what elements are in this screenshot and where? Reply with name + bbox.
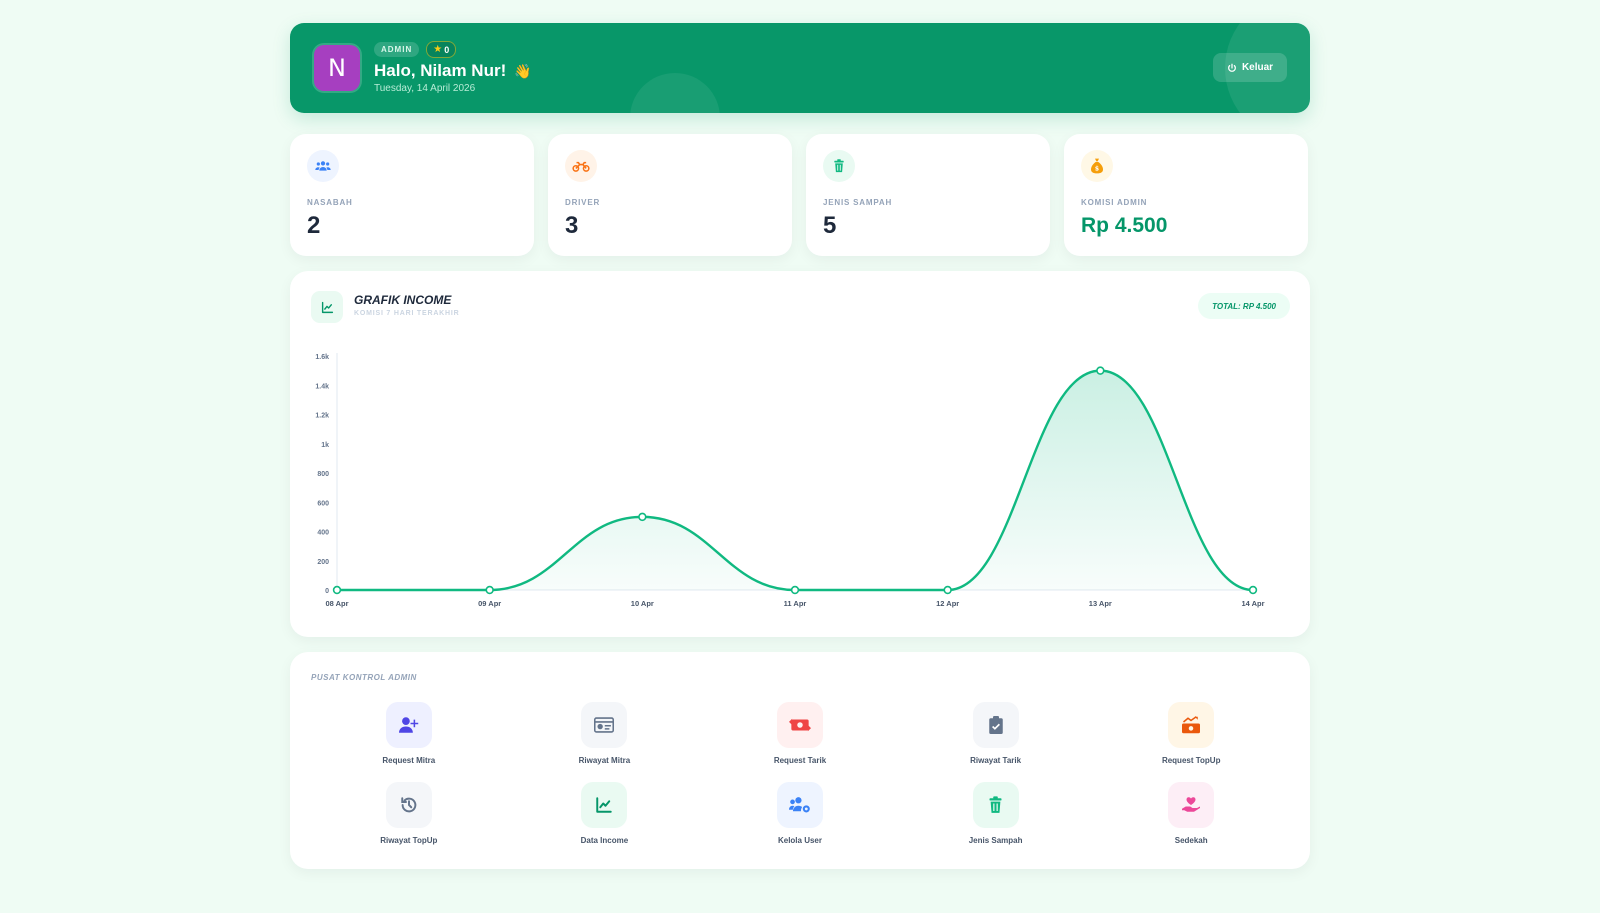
y-tick-label: 1.6k <box>315 354 329 361</box>
stat-label: NASABAH <box>307 198 353 207</box>
data-point <box>1248 585 1258 595</box>
stat-card-driver: DRIVER 3 <box>548 134 792 256</box>
menu-riwayat-tarik[interactable]: Riwayat Tarik <box>898 702 1094 765</box>
dashboard: N ADMIN ★ 0 Halo, Nilam Nur! 👋 Tuesday, … <box>290 23 1310 869</box>
history-icon <box>385 782 432 828</box>
money-growth-icon <box>1168 702 1215 748</box>
clipboard-check-icon <box>972 702 1019 748</box>
stat-value: Rp 4.500 <box>1081 214 1168 237</box>
y-tick-label: 800 <box>317 471 329 478</box>
admin-control-center: PUSAT KONTROL ADMIN Request Mitra Riwaya… <box>290 652 1310 869</box>
menu-request-topup[interactable]: Request TopUp <box>1093 702 1289 765</box>
data-point <box>1096 366 1105 375</box>
users-cog-icon <box>776 782 823 828</box>
menu-sedekah[interactable]: Sedekah <box>1093 782 1289 845</box>
role-badge: ADMIN <box>374 42 420 57</box>
star-count: 0 <box>444 44 450 55</box>
series-line <box>335 369 1255 592</box>
data-point <box>638 512 647 522</box>
stat-card-nasabah: NASABAH 2 <box>290 134 534 256</box>
avatar: N <box>314 45 360 91</box>
users-icon <box>307 150 339 182</box>
x-tick-label: 11 Apr <box>784 599 807 608</box>
heart-hand-icon <box>1168 782 1215 828</box>
menu-riwayat-mitra[interactable]: Riwayat Mitra <box>507 702 703 765</box>
user-plus-icon <box>385 702 432 748</box>
menu-request-tarik[interactable]: Request Tarik <box>702 702 898 765</box>
y-tick-label: 1.4k <box>315 383 329 390</box>
decorative-bubble <box>630 73 720 113</box>
id-card-icon <box>581 702 628 748</box>
data-point <box>485 585 494 595</box>
chart-subtitle: KOMISI 7 HARI TERAKHIR <box>354 310 460 317</box>
menu-label: Request Mitra <box>382 756 436 765</box>
stat-label: DRIVER <box>565 198 601 207</box>
current-date: Tuesday, 14 April 2026 <box>374 83 476 94</box>
menu-label: Request TopUp <box>1161 756 1221 765</box>
menu-request-mitra[interactable]: Request Mitra <box>311 702 507 765</box>
welcome-header: N ADMIN ★ 0 Halo, Nilam Nur! 👋 Tuesday, … <box>290 23 1310 113</box>
header-badges: ADMIN ★ 0 <box>374 41 457 58</box>
stat-value: 5 <box>823 212 837 239</box>
power-icon <box>1227 63 1236 72</box>
x-tick-label: 09 Apr <box>478 599 501 608</box>
data-point <box>943 585 952 595</box>
trash-icon <box>972 782 1019 828</box>
data-point <box>332 585 342 595</box>
menu-kelola-user[interactable]: Kelola User <box>702 782 898 845</box>
stat-value: 2 <box>307 212 321 239</box>
stat-card-komisi-admin: $ KOMISI ADMIN Rp 4.500 <box>1064 134 1308 256</box>
money-transfer-icon <box>776 702 823 748</box>
star-icon: ★ <box>433 44 443 55</box>
menu-label: Riwayat TopUp <box>380 836 438 845</box>
y-tick-label: 600 <box>317 500 329 507</box>
star-badge: ★ 0 <box>426 41 457 58</box>
menu-data-income[interactable]: Data Income <box>507 782 703 845</box>
motorcycle-icon <box>565 150 597 182</box>
money-bag-icon: $ <box>1081 150 1113 182</box>
wave-emoji: 👋 <box>514 62 532 79</box>
y-tick-label: 0 <box>325 588 329 595</box>
menu-label: Riwayat Tarik <box>970 756 1022 765</box>
stat-value: 3 <box>565 212 579 239</box>
stat-label: JENIS SAMPAH <box>823 198 893 207</box>
stat-label: KOMISI ADMIN <box>1081 198 1148 207</box>
greeting-text: Halo, Nilam Nur! <box>374 61 507 80</box>
menu-riwayat-topup[interactable]: Riwayat TopUp <box>311 782 507 845</box>
data-point <box>790 585 800 595</box>
income-chart: 0 200 400 600 800 1k 1.2k 1.4k 1.6k 08 Apr 09 Apr 1… <box>315 353 1265 608</box>
logout-button[interactable]: Keluar <box>1213 53 1287 82</box>
menu-label: Kelola User <box>777 836 822 845</box>
series-area <box>337 370 1253 590</box>
y-tick-label: 1k <box>321 442 329 449</box>
x-tick-label: 13 Apr <box>1089 599 1112 608</box>
decorative-bubble <box>1225 23 1310 113</box>
menu-label: Riwayat Mitra <box>578 756 631 765</box>
income-chart-card: 0 200 400 600 800 1k 1.2k 1.4k 1.6k 08 Apr 09 Apr 1… <box>290 271 1310 637</box>
x-tick-label: 08 Apr <box>325 599 348 608</box>
line-chart-icon <box>581 782 628 828</box>
svg-text:$: $ <box>1095 166 1099 173</box>
total-badge: TOTAL: RP 4.500 <box>1198 293 1290 319</box>
x-tick-label: 12 Apr <box>936 599 959 608</box>
stat-card-jenis-sampah: JENIS SAMPAH 5 <box>806 134 1050 256</box>
line-chart-icon <box>311 291 343 323</box>
greeting: Halo, Nilam Nur! 👋 <box>374 61 532 81</box>
menu-label: Data Income <box>580 836 629 845</box>
chart-title: GRAFIK INCOME <box>354 293 452 307</box>
menu-label: Jenis Sampah <box>968 836 1023 845</box>
y-tick-label: 200 <box>317 559 329 566</box>
trash-icon <box>823 150 855 182</box>
y-tick-label: 1.2k <box>315 413 329 420</box>
menu-label: Sedekah <box>1174 836 1208 845</box>
menu-jenis-sampah[interactable]: Jenis Sampah <box>898 782 1094 845</box>
menu-label: Request Tarik <box>773 756 827 765</box>
control-title: PUSAT KONTROL ADMIN <box>311 673 417 682</box>
x-tick-label: 14 Apr <box>1241 599 1264 608</box>
x-tick-label: 10 Apr <box>631 599 654 608</box>
control-grid: Request Mitra Riwayat Mitra Request Tari… <box>311 702 1289 845</box>
stats-row: NASABAH 2 DRIVER 3 JENIS SAMPAH 5 $ KOMI… <box>290 134 1310 256</box>
logout-label: Keluar <box>1241 62 1274 73</box>
y-tick-label: 400 <box>317 530 329 537</box>
